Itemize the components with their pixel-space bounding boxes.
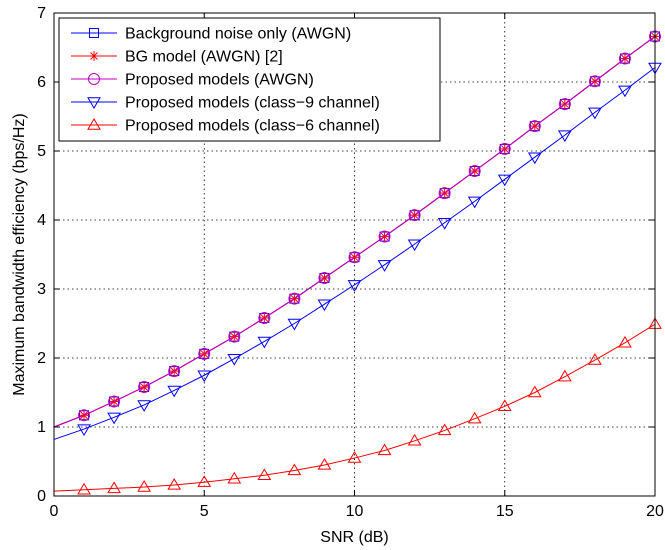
x-axis-label: SNR (dB) [320,529,388,546]
legend-label: Proposed models (AWGN) [125,72,314,89]
y-axis-label: Maximum bandwidth efficiency (bps/Hz) [11,113,28,395]
y-tick-label: 1 [37,419,46,436]
y-tick-label: 0 [37,488,46,505]
legend-label: BG model (AWGN) [2] [125,49,283,66]
y-tick-label: 2 [37,350,46,367]
y-tick-label: 7 [37,5,46,22]
legend: Background noise only (AWGN) BG model (AW… [59,18,440,141]
legend-label: Proposed models (class−6 channel) [125,118,380,135]
x-tick-label: 20 [646,503,664,520]
x-tick-label: 5 [200,503,209,520]
y-tick-label: 5 [37,143,46,160]
y-tick-label: 4 [37,212,46,229]
legend-label: Proposed models (class−9 channel) [125,95,380,112]
y-tick-label: 3 [37,281,46,298]
legend-label: Background noise only (AWGN) [125,26,351,43]
x-tick-label: 0 [50,503,59,520]
x-tick-label: 15 [496,503,514,520]
y-tick-label: 6 [37,74,46,91]
legend-asterisk-marker [89,51,99,61]
x-tick-label: 10 [346,503,364,520]
